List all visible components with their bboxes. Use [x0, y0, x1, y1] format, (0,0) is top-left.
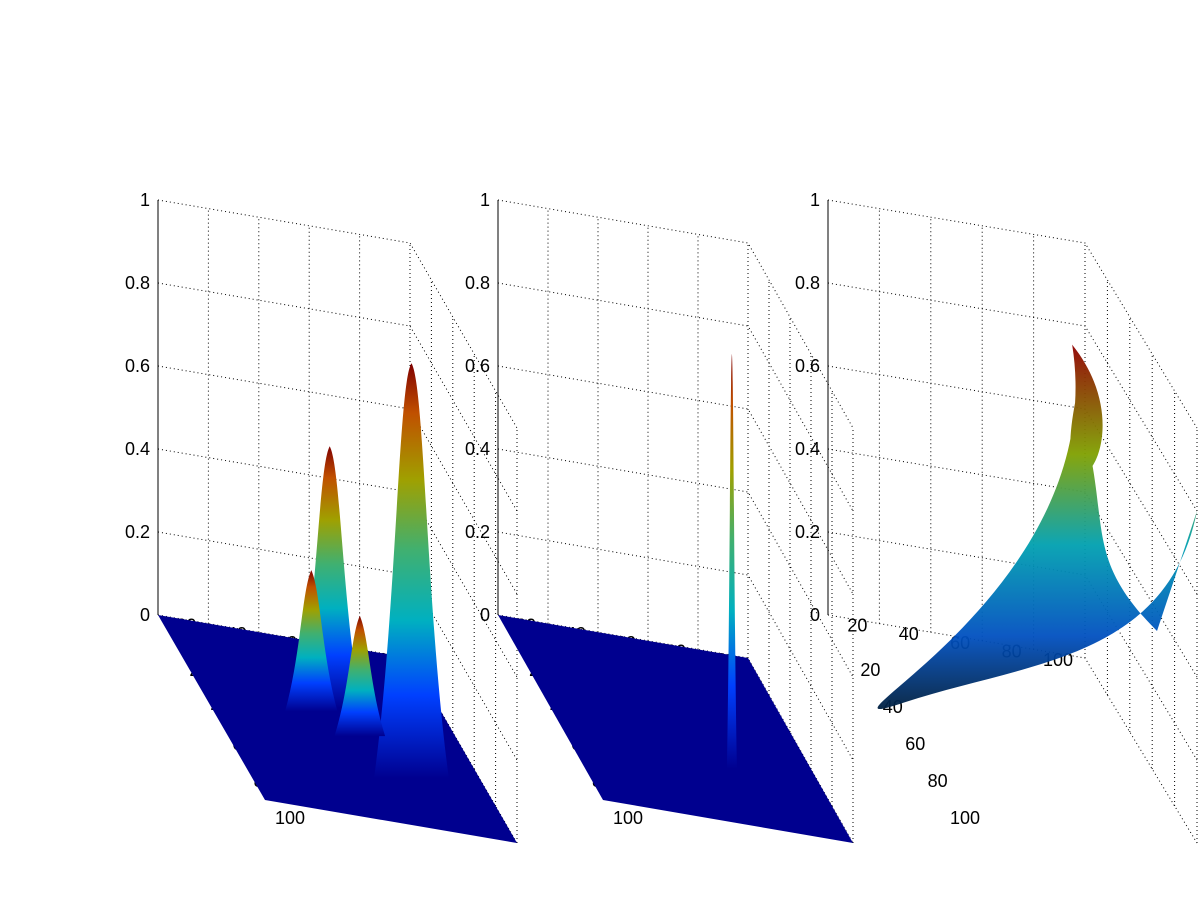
surface-peak: [374, 363, 449, 779]
z-gridline: [157, 282, 518, 512]
z-tick-label: 0: [810, 605, 820, 625]
z-gridline: [497, 282, 854, 512]
z-tick-label: 0.2: [795, 522, 820, 542]
z-tick-label: 0.6: [125, 356, 150, 376]
surface-peak: [334, 615, 386, 737]
z-tick-label: 0.4: [125, 439, 150, 459]
z-gridline: [497, 531, 854, 761]
x-tick-label: 80: [928, 771, 948, 791]
x-tick-label: 100: [275, 808, 305, 828]
z-gridline: [497, 614, 854, 844]
z-tick-label: 0.4: [465, 439, 490, 459]
z-gridline: [827, 199, 1198, 429]
surface-peak: [726, 353, 737, 769]
z-gridline: [827, 365, 1198, 595]
surface-panel-middle: 00.20.40.60.812040608010020406080100: [465, 190, 854, 844]
z-tick-label: 0.8: [465, 273, 490, 293]
z-tick-label: 0.4: [795, 439, 820, 459]
y-tick-label: 40: [899, 624, 919, 644]
surface-panel-right: 00.20.40.60.812040608010020406080100: [795, 190, 1198, 844]
z-tick-label: 0.2: [465, 522, 490, 542]
x-tick-label: 100: [613, 808, 643, 828]
z-gridline: [497, 365, 854, 595]
x-tick-label: 20: [860, 660, 880, 680]
surface-peak: [285, 570, 338, 712]
z-tick-label: 0: [480, 605, 490, 625]
z-tick-label: 0.6: [465, 356, 490, 376]
z-tick-label: 1: [140, 190, 150, 210]
surface-panel-left: 00.20.40.60.812040608010020406080100: [125, 190, 518, 844]
x-tick-label: 100: [950, 808, 980, 828]
z-tick-label: 1: [810, 190, 820, 210]
grid-lines: [497, 199, 854, 844]
y-tick-label: 20: [847, 616, 867, 636]
grid-lines: [827, 199, 1198, 844]
z-tick-label: 0: [140, 605, 150, 625]
z-gridline: [497, 199, 854, 429]
surface-base: [498, 615, 853, 843]
z-gridline: [497, 448, 854, 678]
z-tick-label: 1: [480, 190, 490, 210]
z-tick-label: 0.8: [125, 273, 150, 293]
z-gridline: [157, 199, 518, 429]
z-tick-label: 0.6: [795, 356, 820, 376]
z-tick-label: 0.8: [795, 273, 820, 293]
z-tick-label: 0.2: [125, 522, 150, 542]
surface-mesh: [877, 344, 1197, 710]
x-tick-label: 60: [905, 734, 925, 754]
z-gridline: [827, 282, 1198, 512]
